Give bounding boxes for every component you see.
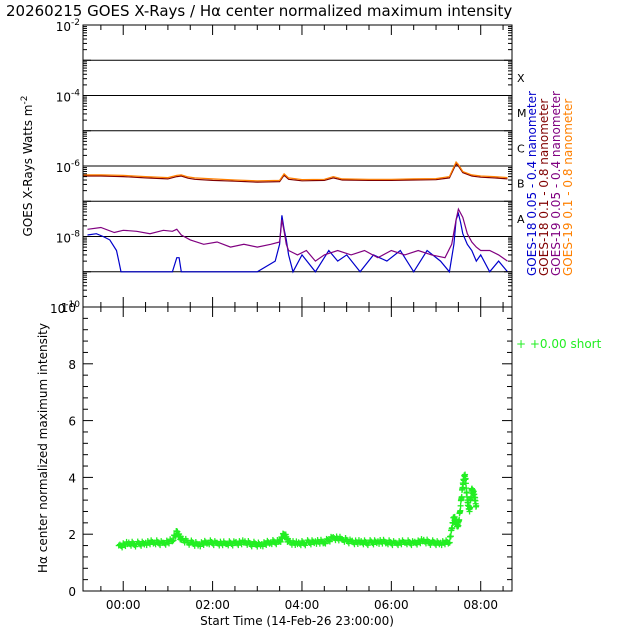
y-tick-label: 10-4 bbox=[56, 89, 81, 105]
y-tick-label: 10-8 bbox=[56, 230, 81, 246]
halpha-point bbox=[449, 525, 456, 532]
y-tick-label: 4 bbox=[68, 471, 76, 485]
halpha-legend: + +0.00 short bbox=[516, 337, 602, 351]
halpha-point bbox=[446, 539, 453, 546]
halpha-point bbox=[447, 533, 454, 540]
top-y-tick-labels: 10-2 10-4 10-6 10-8 10-10 bbox=[50, 18, 80, 316]
flare-class-label: A bbox=[517, 213, 525, 226]
bottom-plot-frame bbox=[82, 306, 513, 592]
x-tick-label: 06:00 bbox=[374, 598, 409, 612]
flare-class-labels: X M C B A bbox=[517, 72, 527, 226]
flare-class-lines bbox=[83, 59, 512, 273]
halpha-point bbox=[457, 502, 464, 509]
y-tick-label: 2 bbox=[68, 528, 76, 542]
y-tick-label: 0 bbox=[68, 585, 76, 599]
y-tick-label: 10-2 bbox=[56, 18, 80, 34]
goes-series-group bbox=[83, 160, 508, 274]
goes-legend-entry: GOES-19 0.05 - 0.4 nanometer bbox=[549, 91, 563, 276]
bottom-x-ticks: 00:00 02:00 04:00 06:00 08:00 bbox=[100, 307, 504, 612]
x-tick-label: 08:00 bbox=[463, 598, 498, 612]
halpha-point bbox=[467, 504, 474, 511]
goes-legend-entry: GOES-18 0.1 - 0.8 nanometer bbox=[537, 99, 551, 276]
y-tick-label: 6 bbox=[68, 415, 76, 429]
bottom-y-ticks: 0 2 4 6 8 10 bbox=[61, 301, 512, 599]
y-tick-label: 8 bbox=[68, 358, 76, 372]
halpha-point bbox=[170, 537, 177, 544]
halpha-points bbox=[115, 471, 480, 551]
y-tick-label: 10-10 bbox=[50, 300, 80, 316]
halpha-panel: 00:00 02:00 04:00 06:00 08:00 0 2 4 6 8 10 Hα cen… bbox=[36, 301, 602, 628]
chart-title: 20260215 GOES X-Rays / Hα center normali… bbox=[6, 2, 512, 20]
halpha-point bbox=[458, 493, 465, 500]
halpha-point bbox=[456, 516, 463, 523]
goes-series-line bbox=[87, 211, 508, 274]
top-x-ticks bbox=[100, 25, 504, 307]
flare-class-label: B bbox=[517, 178, 525, 191]
flare-class-label: M bbox=[517, 107, 527, 120]
bottom-y-axis-label: Hα center normalized maximum intensity bbox=[36, 323, 50, 573]
top-y-axis-label: GOES X-Rays Watts m-2 bbox=[20, 96, 35, 237]
x-tick-label: 04:00 bbox=[285, 598, 320, 612]
flare-class-label: X bbox=[517, 72, 525, 85]
goes-series-line bbox=[83, 160, 508, 182]
top-y-ticks bbox=[83, 24, 512, 308]
x-tick-label: 00:00 bbox=[106, 598, 141, 612]
x-tick-label: 02:00 bbox=[195, 598, 230, 612]
goes-xray-panel: 10-2 10-4 10-6 10-8 10-10 GOES X-Rays Watts … bbox=[20, 18, 575, 316]
bottom-x-axis-label: Start Time (14-Feb-26 23:00:00) bbox=[200, 614, 394, 628]
halpha-point bbox=[321, 539, 328, 546]
y-tick-label: 10 bbox=[61, 301, 76, 315]
goes-series-line bbox=[83, 162, 508, 183]
halpha-point bbox=[473, 502, 480, 509]
halpha-point bbox=[325, 537, 332, 544]
goes-legend-entry: GOES-19 0.1 - 0.8 nanometer bbox=[561, 99, 575, 276]
halpha-point bbox=[322, 540, 329, 547]
halpha-point bbox=[326, 538, 333, 545]
flare-class-label: C bbox=[517, 142, 525, 155]
y-tick-label: 10-6 bbox=[56, 159, 81, 175]
goes-series-line bbox=[87, 207, 508, 262]
goes-legend-entry: GOES-18 0.05 - 0.4 nanometer bbox=[525, 91, 539, 276]
